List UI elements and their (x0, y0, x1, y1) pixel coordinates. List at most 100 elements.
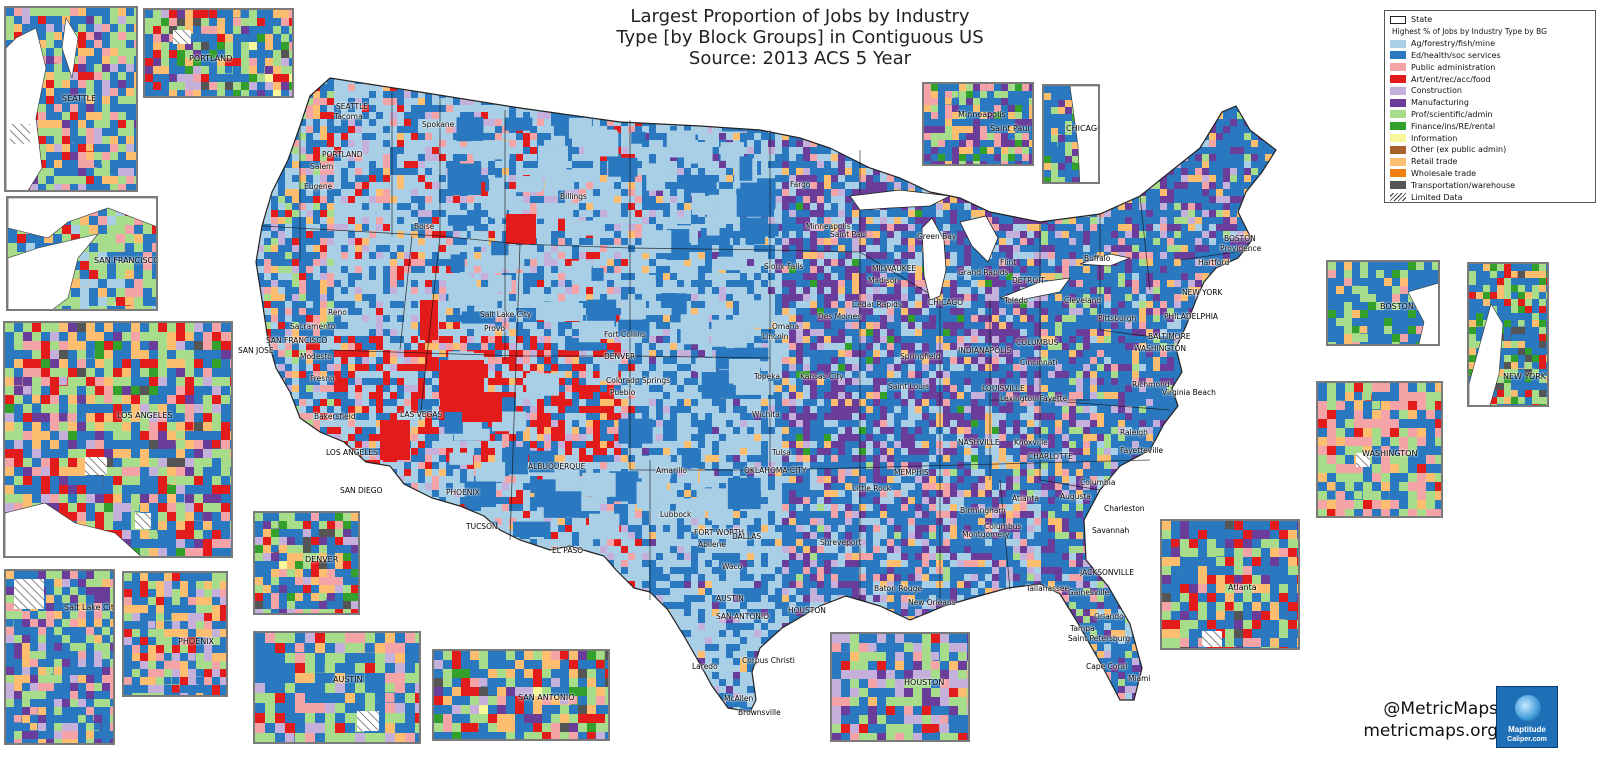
block-group-cell (1174, 196, 1182, 204)
block-group-cell (754, 140, 762, 148)
block-group-cell (1244, 140, 1252, 148)
block-group-cell (1244, 126, 1252, 134)
block-group-cell (614, 182, 622, 190)
block-group-cell (1202, 203, 1210, 211)
block-group-cell (369, 161, 377, 169)
block-group-cell (642, 168, 650, 176)
block-group-cell (320, 203, 328, 211)
block-group-cell (355, 154, 363, 162)
block-group-cell (306, 168, 314, 176)
block-group-cell (1216, 217, 1224, 225)
block-group-cell (670, 210, 678, 218)
block-group-cell (453, 98, 461, 106)
block-group-cell (453, 112, 461, 120)
block-group-cell (502, 168, 510, 176)
block-group-cell (432, 119, 440, 127)
block-group-cell (516, 154, 524, 162)
block-group-cell (334, 217, 342, 225)
block-group-cell (810, 161, 818, 169)
block-group-cell (1230, 203, 1238, 211)
block-group-cell (775, 217, 783, 225)
block-group-cell (481, 161, 489, 169)
block-group-cell (418, 154, 426, 162)
block-group-cell (859, 182, 867, 190)
block-group-cell (313, 182, 321, 190)
block-group-cell (1216, 196, 1224, 204)
block-group-cell (285, 203, 293, 211)
block-group-cell (635, 154, 643, 162)
block-group-cell (544, 189, 552, 197)
block-group-cell (761, 161, 769, 169)
block-group-cell (565, 140, 573, 148)
block-group-cell (292, 175, 300, 183)
block-group-cell (663, 154, 671, 162)
block-group-cell (817, 161, 825, 169)
block-group-cell (600, 161, 608, 169)
block-group-cell (677, 154, 685, 162)
block-group-cell (355, 133, 363, 141)
block-group-cell (530, 203, 538, 211)
block-group-cell (404, 133, 412, 141)
block-group-cell (1167, 182, 1175, 190)
block-group-cell (362, 161, 370, 169)
block-group-cell (369, 203, 377, 211)
block-group-cell (649, 147, 657, 155)
block-group-cell (810, 203, 818, 211)
block-group-cell (320, 140, 328, 148)
block-group-cell (376, 168, 384, 176)
block-group-cell (614, 154, 622, 162)
block-group-cell (390, 217, 398, 225)
block-group-cell (320, 189, 328, 197)
block-group-cell (523, 210, 531, 218)
block-group-cell (411, 217, 419, 225)
block-group-cell (355, 147, 363, 155)
block-group-cell (383, 189, 391, 197)
block-group-cell (915, 210, 923, 218)
block-group-cell (831, 168, 839, 176)
block-group-cell (719, 168, 727, 176)
block-group-cell (1209, 189, 1217, 197)
block-group-cell (509, 154, 517, 162)
block-group-cell (327, 175, 335, 183)
block-group-cell (635, 168, 643, 176)
block-group-cell (376, 161, 384, 169)
block-group-cell (586, 203, 594, 211)
block-group-cell (481, 133, 489, 141)
block-group-cell (1216, 147, 1224, 155)
block-group-cell (369, 91, 377, 99)
block-group-cell (1188, 203, 1196, 211)
block-group-cell (572, 140, 580, 148)
block-group-cell (1223, 126, 1231, 134)
block-group-cell (320, 210, 328, 218)
block-group-cell (607, 182, 615, 190)
block-group-cell (579, 196, 587, 204)
block-group-cell (782, 175, 790, 183)
block-group-cell (446, 196, 454, 204)
block-group-cell (943, 196, 951, 204)
block-group-cell (341, 182, 349, 190)
block-group-cell (845, 217, 853, 225)
block-group-cell (831, 161, 839, 169)
block-group-cell (1251, 154, 1259, 162)
block-group-cell (754, 133, 762, 141)
block-group-cell (334, 126, 342, 134)
block-group-cell (600, 175, 608, 183)
block-group-cell (1055, 217, 1063, 225)
block-group-cell (796, 175, 804, 183)
block-group-cell (418, 203, 426, 211)
block-group-cell (677, 203, 685, 211)
block-group-cell (1160, 189, 1168, 197)
block-group-cell (285, 196, 293, 204)
block-group-cell (383, 196, 391, 204)
block-group-cell (355, 196, 363, 204)
block-group-cell (1223, 112, 1231, 120)
block-group-cell (635, 196, 643, 204)
block-group-cell (838, 203, 846, 211)
block-group-cell (1223, 147, 1231, 155)
block-group-cell (341, 140, 349, 148)
block-group-cell (698, 168, 706, 176)
block-group-cell (957, 196, 965, 204)
block-group-cell (481, 119, 489, 127)
block-group-cell (1237, 133, 1245, 141)
block-group-cell (859, 189, 867, 197)
